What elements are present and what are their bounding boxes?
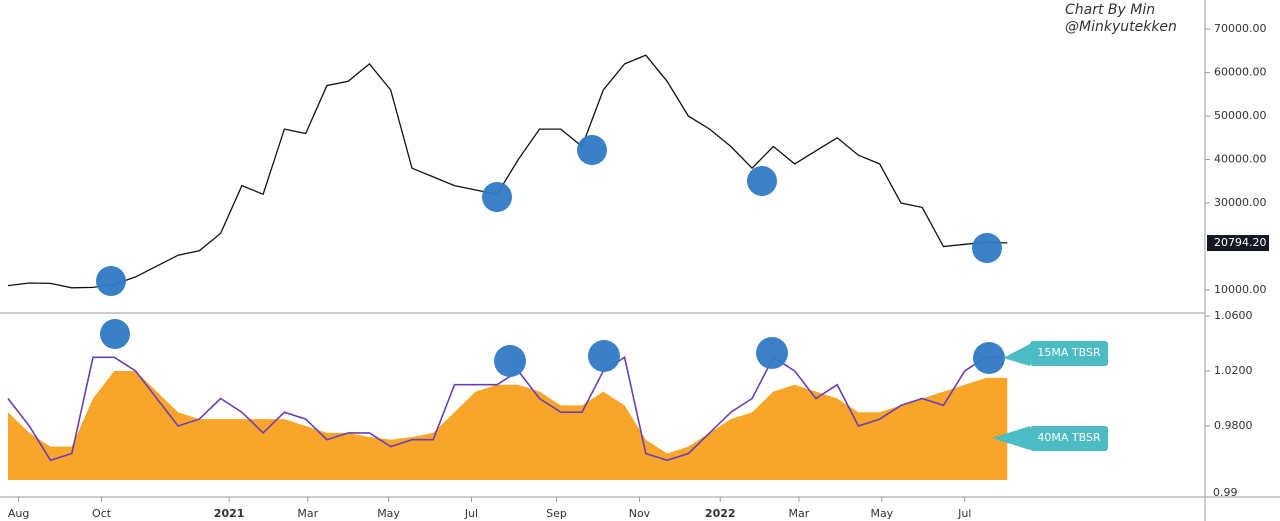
- x-tick-label: Sep: [546, 507, 567, 520]
- y-tick-label: 30000.00: [1214, 196, 1267, 209]
- y-tick-label: 70000.00: [1214, 22, 1267, 35]
- legend-label: 40MA TBSR: [1037, 431, 1101, 444]
- y-tick-label: 1.0600: [1214, 309, 1253, 322]
- x-tick-label: 2021: [214, 507, 245, 520]
- callout-box: [1030, 426, 1108, 451]
- y-tick-label: 0.9800: [1214, 419, 1253, 432]
- highlight: [482, 182, 512, 212]
- highlight: [96, 266, 126, 296]
- x-tick-label: Jul: [957, 507, 971, 520]
- x-tick-label: May: [870, 507, 893, 520]
- highlight: [494, 345, 526, 377]
- highlight: [756, 337, 788, 369]
- highlight: [747, 166, 777, 196]
- y-tick-label: 60000.00: [1214, 66, 1267, 79]
- x-tick-label: Mar: [789, 507, 810, 520]
- highlight-circles: [96, 135, 1005, 377]
- y-tick-label: 50000.00: [1214, 109, 1267, 122]
- line: [7, 54, 1008, 289]
- highlight: [577, 135, 607, 165]
- y-tick-label: 10000.00: [1214, 283, 1267, 296]
- callout-box: [1030, 341, 1108, 366]
- highlight: [972, 233, 1002, 263]
- y-tick-label: 40000.00: [1214, 153, 1267, 166]
- price-badge: [1207, 235, 1269, 252]
- price-badge-label: 20794.20: [1214, 236, 1267, 249]
- bottom-axis-label: 0.99: [1213, 486, 1238, 499]
- y-tick-label: 1.0200: [1214, 364, 1253, 377]
- x-tick-label: Nov: [629, 507, 651, 520]
- x-tick-label: May: [377, 507, 400, 520]
- area: [8, 371, 1008, 480]
- callout-pointer: [992, 426, 1030, 450]
- highlight: [588, 340, 620, 372]
- line: [7, 356, 1008, 462]
- x-tick-label: Mar: [297, 507, 318, 520]
- x-tick-label: Jul: [464, 507, 478, 520]
- callout-pointer: [1003, 344, 1030, 366]
- highlight: [100, 319, 130, 349]
- x-tick-label: Oct: [92, 507, 112, 520]
- chart-title: Chart By Min: [1065, 2, 1155, 18]
- callouts: 15MA TBSR 40MA TBSR: [992, 341, 1108, 451]
- chart-subtitle: @Minkyutekken: [1065, 19, 1177, 35]
- marks: Aug Oct 2021 Mar May Jul Sep Nov 2022 Mar May Jul 10…: [7, 22, 1269, 520]
- x-tick-label: 2022: [705, 507, 736, 520]
- highlight: [973, 342, 1005, 374]
- x-tick-label: Aug: [8, 507, 29, 520]
- legend-label: 15MA TBSR: [1037, 346, 1101, 359]
